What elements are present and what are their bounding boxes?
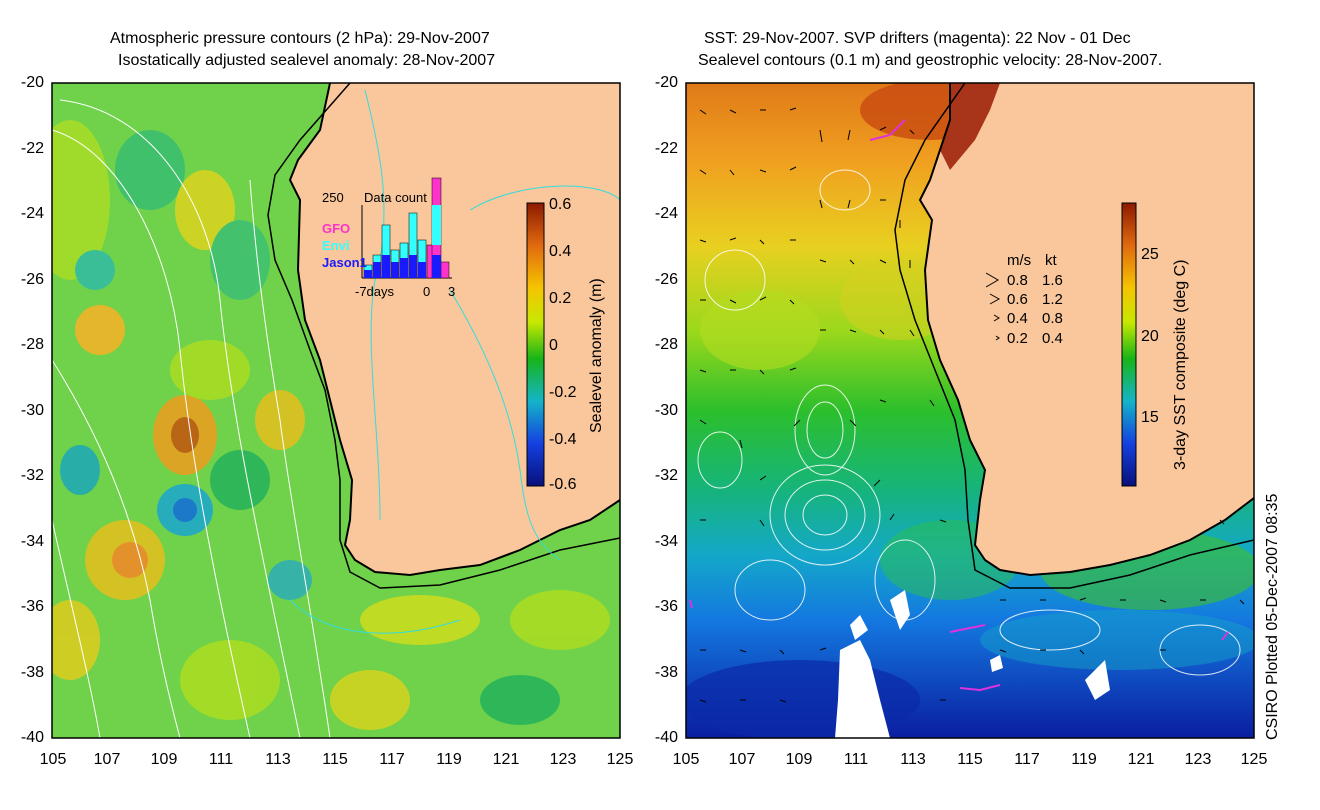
- left-y-tick: -26: [20, 271, 44, 288]
- left-colorbar-tick: 0.6: [549, 196, 572, 213]
- right-x-tick: 111: [843, 751, 869, 768]
- inset-x-label-three: 3: [448, 284, 456, 299]
- inset-x-label-days: -7days: [355, 284, 395, 299]
- left-y-tick: -36: [20, 598, 44, 615]
- right-colorbar: [1121, 202, 1137, 487]
- left-x-tick: 107: [93, 751, 121, 768]
- left-map-frame: [51, 82, 621, 739]
- left-x-tick: 125: [606, 751, 634, 768]
- left-title-line1: Atmospheric pressure contours (2 hPa): 2…: [110, 30, 490, 47]
- right-title-line1: SST: 29-Nov-2007. SVP drifters (magenta)…: [704, 30, 1131, 47]
- right-x-tick: 121: [1127, 751, 1155, 768]
- left-x-tick: 105: [39, 751, 67, 768]
- left-colorbar-tick: -0.6: [549, 476, 577, 493]
- right-x-tick: 119: [1071, 751, 1097, 768]
- left-x-tick: 115: [322, 751, 348, 768]
- left-colorbar-tick: 0: [549, 337, 558, 354]
- left-inset-histogram: [361, 177, 452, 279]
- right-y-tick: -40: [654, 729, 678, 746]
- left-y-tick: -34: [20, 533, 44, 550]
- right-colorbar-label: 3-day SST composite (deg C): [1172, 259, 1189, 470]
- left-y-tick: -30: [20, 402, 44, 419]
- left-colorbar-tick: 0.4: [549, 243, 572, 260]
- left-x-tick: 111: [208, 751, 234, 768]
- velocity-legend-ms: 0.8: [1007, 272, 1028, 289]
- right-drifter-tracks: [689, 119, 1229, 692]
- right-y-tick: -28: [654, 336, 678, 353]
- right-coastline: [918, 83, 1254, 577]
- left-x-tick: 109: [150, 751, 178, 768]
- left-x-tick: 119: [436, 751, 462, 768]
- left-y-tick: -22: [20, 140, 44, 157]
- right-colorbar-tick: 25: [1141, 246, 1159, 263]
- velocity-legend-header-ms: m/s: [1007, 252, 1032, 269]
- left-colorbar-tick: 0.2: [549, 290, 572, 307]
- inset-legend-envi: Envi: [322, 238, 350, 253]
- left-y-tick: -40: [20, 729, 44, 746]
- left-y-tick: -38: [20, 664, 44, 681]
- right-x-tick: 113: [900, 751, 926, 768]
- right-x-tick: 123: [1184, 751, 1212, 768]
- inset-legend-jason1: Jason1: [322, 255, 367, 270]
- left-colorbar-label: Sealevel anomaly (m): [588, 278, 605, 433]
- right-x-tick: 105: [672, 751, 700, 768]
- velocity-legend-ms: 0.4: [1007, 310, 1028, 327]
- right-y-tick: -38: [654, 664, 678, 681]
- velocity-legend-header-kt: kt: [1045, 252, 1057, 269]
- left-coastline: [288, 83, 620, 577]
- right-land: [920, 83, 1254, 575]
- inset-max-label: 250: [322, 190, 344, 205]
- left-x-tick: 113: [265, 751, 291, 768]
- right-y-tick: -30: [654, 402, 678, 419]
- right-x-tick: 125: [1240, 751, 1268, 768]
- left-x-tick: 123: [549, 751, 577, 768]
- velocity-legend-kt: 1.2: [1042, 291, 1063, 308]
- right-map: [686, 83, 1254, 738]
- velocity-legend-kt: 0.4: [1042, 330, 1063, 347]
- right-y-tick: -22: [654, 140, 678, 157]
- right-velocity-arrows: [699, 107, 1245, 703]
- left-y-tick: -20: [20, 74, 44, 91]
- right-y-tick: -34: [654, 533, 678, 550]
- velocity-legend-kt: 0.8: [1042, 310, 1063, 327]
- inset-legend-gfo: GFO: [322, 221, 351, 236]
- left-y-tick: -24: [20, 205, 44, 222]
- right-colorbar-tick: 20: [1141, 328, 1159, 345]
- right-y-tick: -32: [654, 467, 678, 484]
- velocity-legend-kt: 1.6: [1042, 272, 1063, 289]
- left-x-tick: 117: [379, 751, 405, 768]
- right-sealevel-contours: [697, 169, 1241, 676]
- right-x-tick: 107: [728, 751, 756, 768]
- right-y-tick: -26: [654, 271, 678, 288]
- left-colorbar: [526, 202, 545, 487]
- velocity-legend-ms: 0.6: [1007, 291, 1028, 308]
- right-title-line2: Sealevel contours (0.1 m) and geostrophi…: [698, 52, 1163, 69]
- left-y-tick: -32: [20, 467, 44, 484]
- left-sla-blobs: [52, 120, 610, 730]
- right-shelf-contour: [894, 83, 1254, 589]
- left-y-tick: -28: [20, 336, 44, 353]
- right-colorbar-tick: 15: [1141, 409, 1159, 426]
- right-y-tick: -24: [654, 205, 678, 222]
- right-x-tick: 115: [957, 751, 983, 768]
- left-pressure-contours: [52, 99, 331, 738]
- left-shelf-contour: [267, 83, 620, 589]
- inset-title: Data count: [364, 190, 427, 205]
- right-map-frame: [685, 82, 1255, 739]
- left-colorbar-tick: -0.4: [549, 431, 577, 448]
- right-y-tick: -20: [654, 74, 678, 91]
- right-land-hot: [940, 83, 1000, 170]
- velocity-legend-arrows: [985, 272, 1001, 341]
- right-y-tick: -36: [654, 598, 678, 615]
- left-x-tick: 121: [492, 751, 520, 768]
- inset-x-label-zero: 0: [423, 284, 431, 299]
- velocity-legend-ms: 0.2: [1007, 330, 1028, 347]
- left-title-line2: Isostatically adjusted sealevel anomaly:…: [118, 52, 496, 69]
- right-x-tick: 109: [785, 751, 813, 768]
- right-x-tick: 117: [1014, 751, 1040, 768]
- footer-credit: CSIRO Plotted 05-Dec-2007 08:35: [1264, 493, 1281, 740]
- left-colorbar-tick: -0.2: [549, 384, 577, 401]
